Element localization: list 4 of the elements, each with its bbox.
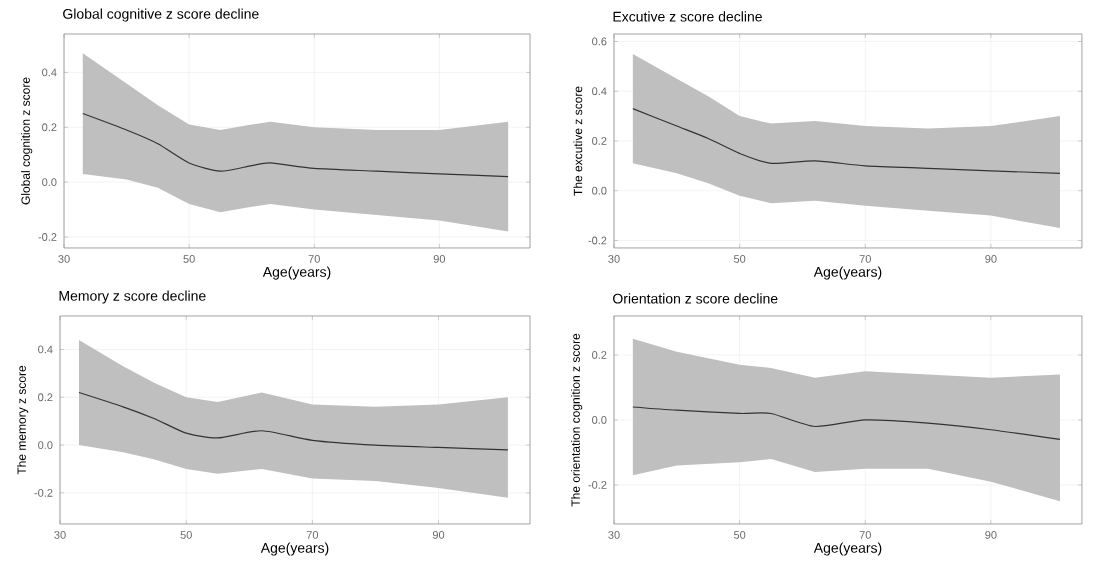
- line-series: [78, 391, 509, 451]
- line-series: [632, 406, 1061, 441]
- line-series: [82, 112, 509, 178]
- line-series: [632, 108, 1061, 174]
